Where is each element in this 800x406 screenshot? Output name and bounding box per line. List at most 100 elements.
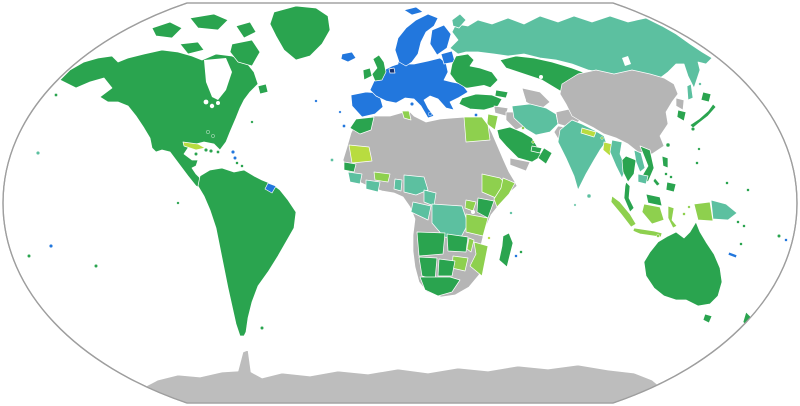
region-sardinia xyxy=(410,101,415,106)
region-kuwait xyxy=(521,126,525,130)
region-hawaii xyxy=(36,150,41,155)
region-french-polynesia xyxy=(49,243,54,248)
region-iran xyxy=(511,103,559,136)
region-java xyxy=(632,227,663,238)
region-iceland xyxy=(340,51,357,63)
region-ivory-coast xyxy=(365,179,381,193)
region-canary-islands xyxy=(342,124,346,128)
region-iberia xyxy=(350,91,384,118)
region-madagascar xyxy=(498,232,514,268)
region-newfoundland xyxy=(257,83,269,95)
region-tanzania xyxy=(465,213,489,237)
region-india xyxy=(557,119,607,191)
region-philippines-luzon xyxy=(661,155,669,169)
region-arctic-island-2 xyxy=(189,13,229,31)
region-solomons-2 xyxy=(742,224,746,228)
region-puerto-rico xyxy=(216,150,220,154)
region-yemen xyxy=(509,157,531,172)
region-micronesia-3 xyxy=(746,188,750,192)
region-fiji xyxy=(777,234,781,238)
region-philippines-visayas-2 xyxy=(669,175,673,179)
region-new-caledonia xyxy=(727,251,738,259)
region-egypt xyxy=(463,116,491,143)
region-laos xyxy=(633,149,646,173)
region-cambodia xyxy=(637,173,649,185)
region-west-papua xyxy=(693,201,714,222)
region-south-korea xyxy=(676,109,687,122)
region-guinea xyxy=(347,171,363,185)
region-kurils xyxy=(698,82,702,86)
lake-victoria xyxy=(471,210,475,214)
region-burkina-faso xyxy=(373,171,391,183)
great-lake-3 xyxy=(216,101,220,105)
region-ireland xyxy=(362,67,373,81)
region-malawi xyxy=(466,237,475,253)
lake-baikal xyxy=(622,56,631,66)
region-marianas xyxy=(697,147,701,151)
region-sakhalin xyxy=(686,83,694,101)
region-cape-verde xyxy=(330,158,334,162)
region-belgium-home xyxy=(388,67,396,74)
region-taiwan xyxy=(665,142,671,148)
region-malay-peninsula xyxy=(623,181,635,213)
region-sicily xyxy=(428,111,433,116)
region-micronesia-1 xyxy=(695,161,699,165)
region-mozambique xyxy=(469,241,489,277)
region-australia xyxy=(643,221,723,307)
region-qatar xyxy=(531,140,535,144)
region-cyprus xyxy=(474,113,478,117)
region-jamaica xyxy=(194,152,198,156)
region-martinique xyxy=(233,156,237,160)
region-malaysia-borneo xyxy=(645,193,663,207)
region-mauritius xyxy=(519,250,523,254)
region-lesser-sunda-1 xyxy=(656,234,660,238)
region-gabon-congo xyxy=(410,201,432,221)
region-antarctica xyxy=(134,349,665,403)
region-wallis-futuna xyxy=(784,238,788,242)
region-falklands xyxy=(260,326,264,330)
region-ukraine-belarus xyxy=(449,53,499,91)
region-tonga xyxy=(27,254,31,258)
region-seychelles xyxy=(509,211,513,215)
region-finland xyxy=(429,24,452,56)
region-turkey xyxy=(458,93,503,111)
region-somalia xyxy=(493,177,516,208)
region-norway-sweden xyxy=(394,13,439,67)
region-azores xyxy=(314,99,318,103)
region-arctic-island-3 xyxy=(235,21,257,39)
region-uae xyxy=(530,145,543,154)
black-sea xyxy=(466,85,498,96)
region-japan-hokkaido xyxy=(700,91,712,103)
region-maldives xyxy=(573,203,577,207)
region-aleutians-2 xyxy=(54,93,58,97)
region-great-britain xyxy=(371,54,387,82)
region-moluccas-2 xyxy=(687,205,691,209)
region-french-guiana xyxy=(264,182,277,194)
region-angola xyxy=(416,231,446,257)
region-cook-islands xyxy=(94,264,98,268)
region-micronesia-2 xyxy=(725,181,729,185)
aral-sea xyxy=(539,75,543,79)
region-south-africa xyxy=(419,276,461,297)
great-lake-2 xyxy=(209,103,215,109)
region-arctic-island-1 xyxy=(151,21,183,39)
region-solomons-1 xyxy=(736,220,740,224)
region-palawan xyxy=(652,177,661,187)
region-nigeria xyxy=(403,174,429,196)
region-greenland xyxy=(269,5,331,61)
region-botswana xyxy=(437,258,456,277)
region-barbados xyxy=(240,164,244,168)
region-philippines-visayas-1 xyxy=(664,172,668,176)
region-haiti xyxy=(203,147,208,152)
region-senegal xyxy=(343,161,357,173)
region-oman xyxy=(537,147,553,165)
region-bahamas-2 xyxy=(211,134,215,138)
region-reunion xyxy=(514,254,518,258)
region-vanuatu xyxy=(739,242,743,246)
region-jordan-israel xyxy=(486,113,499,131)
region-bahamas-1 xyxy=(206,130,210,134)
great-lake-1 xyxy=(203,99,209,105)
region-south-america xyxy=(197,167,297,337)
